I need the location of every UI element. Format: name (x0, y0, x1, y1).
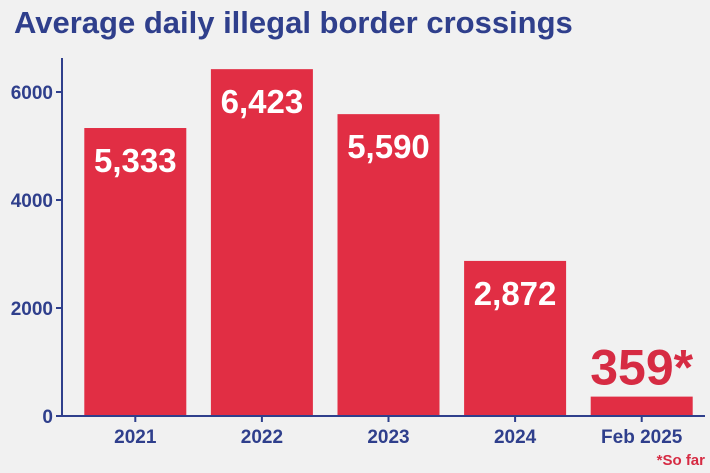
bars: 5,333 6,423 5,590 2,872 359* (84, 69, 694, 417)
bar-value-label: 359* (590, 340, 693, 396)
x-axis: 2021 2022 2023 2024 Feb 2025 (62, 415, 705, 448)
y-tick-label: 2000 (11, 299, 53, 320)
bar-value-label: 6,423 (221, 83, 304, 120)
x-tick-label: 2023 (367, 427, 409, 448)
x-tick-label: Feb 2025 (601, 427, 683, 448)
bar-value-label: 5,333 (94, 142, 177, 179)
bar-2024 (464, 260, 567, 416)
bar-2023 (337, 114, 440, 416)
y-tick-label: 6000 (11, 83, 53, 104)
x-tick-label: 2022 (241, 427, 283, 448)
chart-title: Average daily illegal border crossings (14, 5, 573, 40)
y-tick-label: 0 (42, 407, 53, 428)
y-tick-label: 4000 (11, 191, 53, 212)
bar-2021 (84, 128, 187, 416)
bar-feb-2025 (590, 396, 693, 416)
y-axis: 0 2000 4000 6000 (11, 58, 63, 428)
x-tick-label: 2024 (494, 427, 537, 448)
bar-value-label: 2,872 (474, 275, 557, 312)
footnote-so-far: *So far (657, 452, 706, 469)
x-tick-label: 2021 (114, 427, 157, 448)
bar-2022 (210, 69, 313, 417)
bar-value-label: 5,590 (347, 128, 430, 165)
